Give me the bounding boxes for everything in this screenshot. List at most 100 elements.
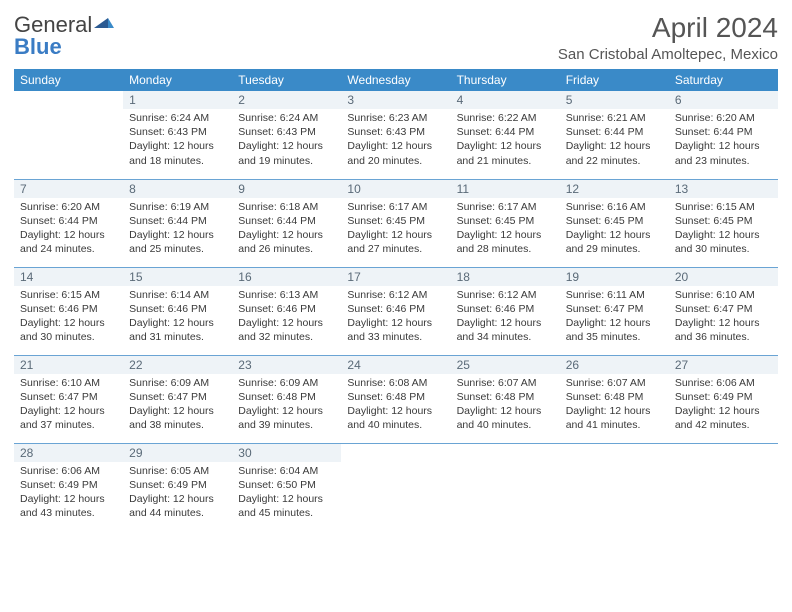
sunset-text: Sunset: 6:45 PM <box>566 214 663 228</box>
day-number: 11 <box>451 180 560 198</box>
day-number: 15 <box>123 268 232 286</box>
day-number: 6 <box>669 91 778 109</box>
sunrise-text: Sunrise: 6:09 AM <box>129 376 226 390</box>
sunrise-text: Sunrise: 6:17 AM <box>347 200 444 214</box>
sunset-text: Sunset: 6:47 PM <box>566 302 663 316</box>
weekday-header: Thursday <box>451 69 560 91</box>
daylight-text-2: and 39 minutes. <box>238 418 335 432</box>
sunrise-text: Sunrise: 6:07 AM <box>457 376 554 390</box>
daylight-text-2: and 24 minutes. <box>20 242 117 256</box>
day-details: Sunrise: 6:12 AMSunset: 6:46 PMDaylight:… <box>341 286 450 349</box>
calendar-day-cell: 24Sunrise: 6:08 AMSunset: 6:48 PMDayligh… <box>341 355 450 443</box>
calendar-day-cell: 16Sunrise: 6:13 AMSunset: 6:46 PMDayligh… <box>232 267 341 355</box>
day-details: Sunrise: 6:20 AMSunset: 6:44 PMDaylight:… <box>669 109 778 172</box>
daylight-text-2: and 37 minutes. <box>20 418 117 432</box>
weekday-header: Monday <box>123 69 232 91</box>
calendar-day-cell: 14Sunrise: 6:15 AMSunset: 6:46 PMDayligh… <box>14 267 123 355</box>
calendar-day-cell: 10Sunrise: 6:17 AMSunset: 6:45 PMDayligh… <box>341 179 450 267</box>
day-number: 27 <box>669 356 778 374</box>
day-number: 12 <box>560 180 669 198</box>
sunset-text: Sunset: 6:44 PM <box>20 214 117 228</box>
sunrise-text: Sunrise: 6:13 AM <box>238 288 335 302</box>
sunrise-text: Sunrise: 6:11 AM <box>566 288 663 302</box>
weekday-header: Wednesday <box>341 69 450 91</box>
daylight-text-1: Daylight: 12 hours <box>129 316 226 330</box>
daylight-text-1: Daylight: 12 hours <box>238 228 335 242</box>
daylight-text-1: Daylight: 12 hours <box>347 316 444 330</box>
daylight-text-1: Daylight: 12 hours <box>238 404 335 418</box>
day-number: 28 <box>14 444 123 462</box>
day-details: Sunrise: 6:09 AMSunset: 6:48 PMDaylight:… <box>232 374 341 437</box>
day-number: 17 <box>341 268 450 286</box>
daylight-text-2: and 30 minutes. <box>20 330 117 344</box>
sunset-text: Sunset: 6:46 PM <box>457 302 554 316</box>
day-number: 24 <box>341 356 450 374</box>
calendar-day-cell: 26Sunrise: 6:07 AMSunset: 6:48 PMDayligh… <box>560 355 669 443</box>
day-number: 18 <box>451 268 560 286</box>
daylight-text-2: and 33 minutes. <box>347 330 444 344</box>
calendar-day-cell: 5Sunrise: 6:21 AMSunset: 6:44 PMDaylight… <box>560 91 669 179</box>
calendar-day-cell <box>669 443 778 531</box>
day-number: 1 <box>123 91 232 109</box>
daylight-text-2: and 34 minutes. <box>457 330 554 344</box>
calendar-day-cell: 12Sunrise: 6:16 AMSunset: 6:45 PMDayligh… <box>560 179 669 267</box>
calendar-day-cell: 6Sunrise: 6:20 AMSunset: 6:44 PMDaylight… <box>669 91 778 179</box>
day-details: Sunrise: 6:07 AMSunset: 6:48 PMDaylight:… <box>451 374 560 437</box>
day-number: 23 <box>232 356 341 374</box>
day-details: Sunrise: 6:10 AMSunset: 6:47 PMDaylight:… <box>14 374 123 437</box>
day-details: Sunrise: 6:08 AMSunset: 6:48 PMDaylight:… <box>341 374 450 437</box>
sunset-text: Sunset: 6:46 PM <box>238 302 335 316</box>
daylight-text-2: and 32 minutes. <box>238 330 335 344</box>
calendar-day-cell: 9Sunrise: 6:18 AMSunset: 6:44 PMDaylight… <box>232 179 341 267</box>
daylight-text-1: Daylight: 12 hours <box>457 316 554 330</box>
day-details: Sunrise: 6:24 AMSunset: 6:43 PMDaylight:… <box>232 109 341 172</box>
calendar-day-cell <box>341 443 450 531</box>
sunrise-text: Sunrise: 6:22 AM <box>457 111 554 125</box>
day-details: Sunrise: 6:05 AMSunset: 6:49 PMDaylight:… <box>123 462 232 525</box>
daylight-text-1: Daylight: 12 hours <box>566 139 663 153</box>
daylight-text-2: and 40 minutes. <box>347 418 444 432</box>
logo-mark-icon <box>94 14 114 32</box>
calendar-day-cell: 8Sunrise: 6:19 AMSunset: 6:44 PMDaylight… <box>123 179 232 267</box>
day-number: 25 <box>451 356 560 374</box>
calendar-day-cell: 17Sunrise: 6:12 AMSunset: 6:46 PMDayligh… <box>341 267 450 355</box>
daylight-text-1: Daylight: 12 hours <box>20 228 117 242</box>
sunset-text: Sunset: 6:44 PM <box>129 214 226 228</box>
calendar-day-cell: 20Sunrise: 6:10 AMSunset: 6:47 PMDayligh… <box>669 267 778 355</box>
calendar-day-cell: 30Sunrise: 6:04 AMSunset: 6:50 PMDayligh… <box>232 443 341 531</box>
sunset-text: Sunset: 6:43 PM <box>238 125 335 139</box>
day-details: Sunrise: 6:20 AMSunset: 6:44 PMDaylight:… <box>14 198 123 261</box>
daylight-text-2: and 20 minutes. <box>347 154 444 168</box>
daylight-text-1: Daylight: 12 hours <box>20 316 117 330</box>
sunset-text: Sunset: 6:44 PM <box>566 125 663 139</box>
day-number: 3 <box>341 91 450 109</box>
daylight-text-1: Daylight: 12 hours <box>675 316 772 330</box>
day-number: 30 <box>232 444 341 462</box>
sunrise-text: Sunrise: 6:10 AM <box>675 288 772 302</box>
day-number: 26 <box>560 356 669 374</box>
day-number: 22 <box>123 356 232 374</box>
day-details: Sunrise: 6:15 AMSunset: 6:45 PMDaylight:… <box>669 198 778 261</box>
daylight-text-1: Daylight: 12 hours <box>347 139 444 153</box>
calendar-day-cell: 13Sunrise: 6:15 AMSunset: 6:45 PMDayligh… <box>669 179 778 267</box>
daylight-text-2: and 25 minutes. <box>129 242 226 256</box>
daylight-text-1: Daylight: 12 hours <box>129 404 226 418</box>
sunrise-text: Sunrise: 6:21 AM <box>566 111 663 125</box>
sunset-text: Sunset: 6:47 PM <box>20 390 117 404</box>
daylight-text-1: Daylight: 12 hours <box>457 404 554 418</box>
sunrise-text: Sunrise: 6:14 AM <box>129 288 226 302</box>
sunrise-text: Sunrise: 6:18 AM <box>238 200 335 214</box>
daylight-text-1: Daylight: 12 hours <box>20 492 117 506</box>
daylight-text-1: Daylight: 12 hours <box>129 139 226 153</box>
sunset-text: Sunset: 6:46 PM <box>20 302 117 316</box>
day-details: Sunrise: 6:18 AMSunset: 6:44 PMDaylight:… <box>232 198 341 261</box>
daylight-text-2: and 40 minutes. <box>457 418 554 432</box>
calendar-week-row: 14Sunrise: 6:15 AMSunset: 6:46 PMDayligh… <box>14 267 778 355</box>
daylight-text-2: and 38 minutes. <box>129 418 226 432</box>
daylight-text-1: Daylight: 12 hours <box>675 139 772 153</box>
calendar-day-cell: 25Sunrise: 6:07 AMSunset: 6:48 PMDayligh… <box>451 355 560 443</box>
day-details: Sunrise: 6:16 AMSunset: 6:45 PMDaylight:… <box>560 198 669 261</box>
calendar-day-cell: 18Sunrise: 6:12 AMSunset: 6:46 PMDayligh… <box>451 267 560 355</box>
sunset-text: Sunset: 6:48 PM <box>238 390 335 404</box>
sunset-text: Sunset: 6:44 PM <box>675 125 772 139</box>
